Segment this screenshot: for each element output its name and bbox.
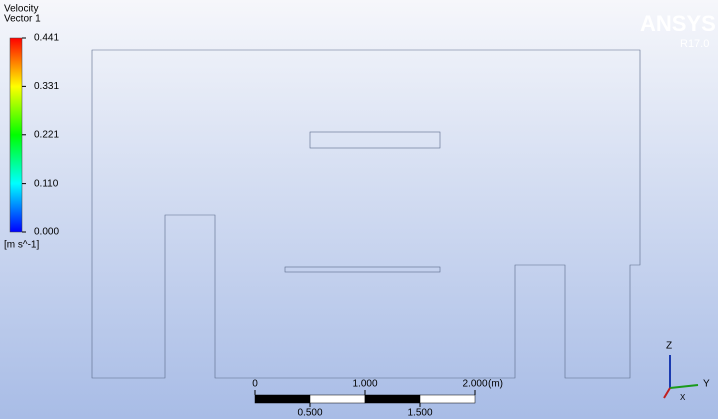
scale-unit: (m): [488, 379, 503, 390]
scale-segment: [310, 395, 365, 403]
scale-tick-label: 1.500: [407, 408, 432, 419]
scale-segment: [420, 395, 475, 403]
legend-tick-label: 0.221: [34, 129, 59, 140]
viewport: Velocity Vector 1 [m s^-1] ANSYS R17.0 Z…: [0, 0, 718, 419]
legend-tick-label: 0.110: [34, 178, 59, 189]
scale-tick-label: 2.000: [462, 379, 487, 390]
background: [0, 0, 718, 419]
legend-tick-label: 0.441: [34, 33, 59, 44]
page: Velocity Vector 1 [m s^-1] ANSYS R17.0 Z…: [0, 0, 718, 419]
axis-label: Z: [666, 341, 672, 352]
scale-tick-label: 0.500: [297, 408, 322, 419]
legend-tick-label: 0.000: [34, 227, 59, 238]
scale-tick-label: 0: [252, 379, 258, 390]
color-bar: [10, 38, 22, 232]
logo-brand: ANSYS: [640, 11, 716, 36]
scale-segment: [255, 395, 310, 403]
legend-title: Vector 1: [4, 14, 41, 25]
axis-label: Y: [703, 379, 710, 390]
axis-label: X: [680, 393, 686, 402]
legend-tick-label: 0.331: [34, 81, 59, 92]
scale-segment: [365, 395, 420, 403]
legend-unit: [m s^-1]: [4, 240, 39, 251]
logo-release: R17.0: [680, 38, 709, 50]
scale-tick-label: 1.000: [352, 379, 377, 390]
